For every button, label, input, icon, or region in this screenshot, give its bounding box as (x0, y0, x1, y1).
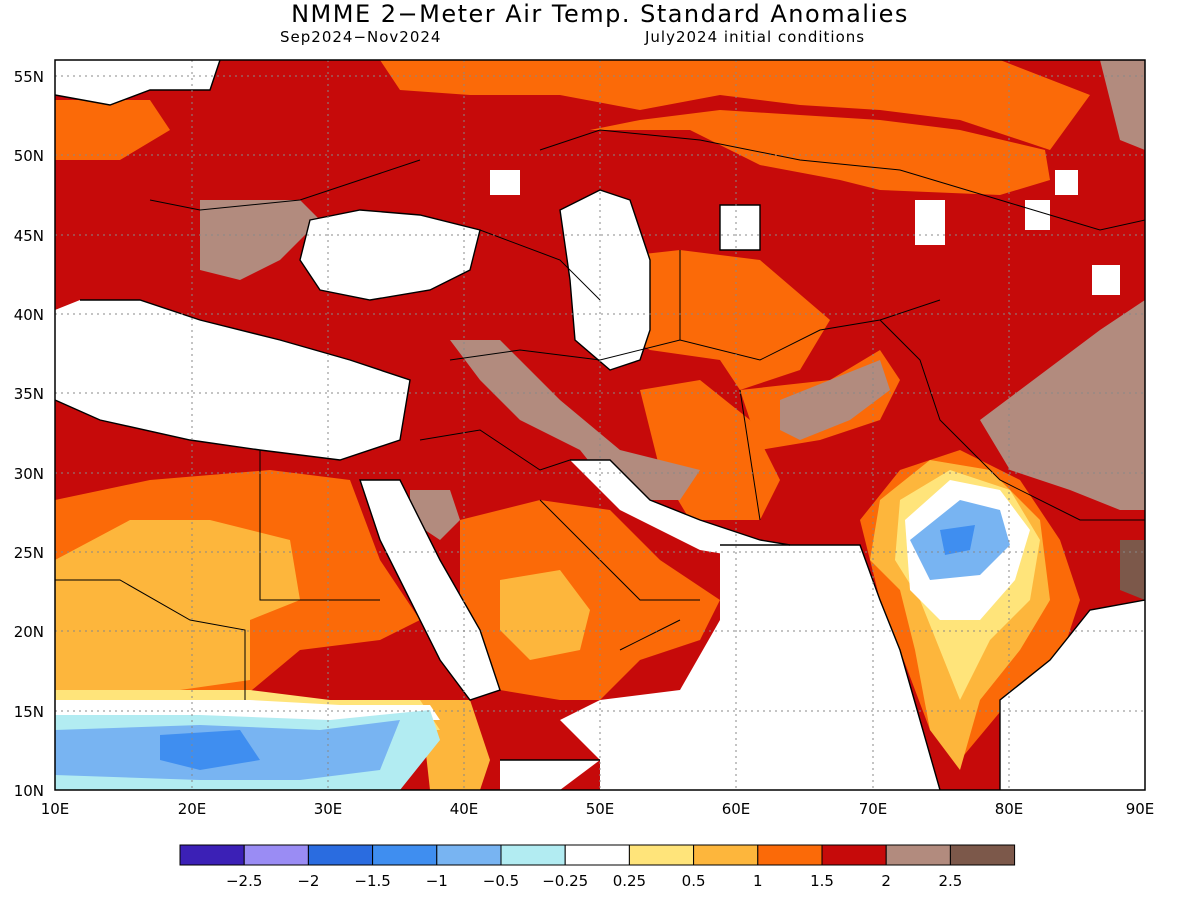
colorbar-label: 2.5 (938, 872, 962, 890)
lon-tick: 40E (450, 800, 479, 818)
lat-tick: 20N (14, 623, 44, 641)
mask-small (915, 200, 945, 245)
lon-tick: 80E (995, 800, 1024, 818)
colorbar-swatch (564, 844, 630, 866)
shade-blue (160, 730, 260, 770)
lon-tick: 70E (859, 800, 888, 818)
mask-small (1055, 170, 1078, 195)
lat-tick: 50N (14, 147, 44, 165)
colorbar-label: −1 (426, 872, 448, 890)
lat-tick: 30N (14, 465, 44, 483)
lat-axis: 10N 15N 20N 25N 30N 35N 40N 45N 50N 55N (14, 68, 44, 800)
mask-black-sea (300, 210, 480, 300)
colorbar-swatch (500, 844, 566, 866)
mask-gulf-of-aden (500, 760, 600, 790)
colorbar-label: 0.25 (613, 872, 646, 890)
colorbar-label: 2 (881, 872, 891, 890)
mask-persian-gulf (570, 460, 790, 560)
colorbar-label: −0.25 (542, 872, 588, 890)
lon-tick: 30E (314, 800, 343, 818)
colorbar-label: −0.5 (483, 872, 519, 890)
initial-conditions: July2024 initial conditions (645, 28, 866, 46)
mask-arabian-sea (560, 545, 940, 790)
shade-brown (450, 340, 700, 500)
lat-tick: 45N (14, 227, 44, 245)
colorbar-swatch (436, 844, 502, 866)
lon-tick: 90E (1126, 800, 1155, 818)
colorbar-swatch (821, 844, 887, 866)
lon-tick: 60E (722, 800, 751, 818)
lat-tick: 15N (14, 703, 44, 721)
mask-small (1092, 265, 1120, 295)
anomaly-field (55, 60, 1145, 790)
mask-red-sea (360, 480, 500, 700)
shade-orange (380, 60, 1090, 150)
forecast-period: Sep2024−Nov2024 (280, 28, 442, 46)
colorbar-swatch (885, 844, 951, 866)
lon-tick: 20E (178, 800, 207, 818)
lon-axis: 10E 20E 30E 40E 50E 60E 70E 80E 90E (41, 800, 1155, 818)
shade-brown (980, 300, 1145, 510)
colorbar-swatch (243, 844, 309, 866)
map-frame (54, 59, 1146, 791)
shade-light-orange (55, 520, 300, 690)
shade-brown (1100, 60, 1145, 150)
colorbar-label: 1 (753, 872, 763, 890)
mask-baltic (55, 60, 220, 105)
lon-tick: 10E (41, 800, 70, 818)
colorbar-swatch (179, 844, 245, 866)
colorbar-swatch (949, 844, 1016, 866)
shade-brown (780, 360, 890, 440)
colorbar-swatch (372, 844, 438, 866)
lat-tick: 55N (14, 68, 44, 86)
lat-tick: 10N (14, 782, 44, 800)
shade-orange (590, 110, 1050, 195)
colorbar: −2.5 −2 −1.5 −1 −0.5 −0.25 0.25 0.5 1 1.5 2 2.5 (179, 844, 1016, 890)
mask-caspian-sea (560, 190, 650, 370)
mask-small (490, 170, 520, 195)
shade-light-orange (500, 570, 590, 660)
coastlines (55, 60, 1145, 790)
lon-tick: 50E (586, 800, 615, 818)
mask-bay-of-bengal (1000, 600, 1145, 790)
colorbar-label: −2 (297, 872, 319, 890)
lat-tick: 35N (14, 385, 44, 403)
mask-small (1025, 200, 1050, 230)
graticule (55, 60, 1145, 790)
mask-aral-sea (720, 205, 760, 250)
mask-mediterranean (55, 300, 410, 460)
colorbar-swatch (757, 844, 823, 866)
colorbar-label: −1.5 (354, 872, 390, 890)
colorbar-swatch (307, 844, 374, 866)
colorbar-label: 0.5 (682, 872, 706, 890)
lat-tick: 25N (14, 544, 44, 562)
shade-blue (940, 525, 975, 555)
colorbar-swatch (693, 844, 759, 866)
shade-light-orange (420, 700, 490, 790)
map-title: NMME 2−Meter Air Temp. Standard Anomalie… (291, 0, 909, 28)
colorbar-label: 1.5 (810, 872, 834, 890)
colorbar-swatch (628, 844, 695, 866)
colorbar-label: −2.5 (226, 872, 262, 890)
lat-tick: 40N (14, 306, 44, 324)
shade-orange (55, 100, 170, 160)
shade-dark-brown (1120, 540, 1145, 600)
country-borders (55, 129, 1145, 700)
shade-brown (200, 200, 320, 280)
